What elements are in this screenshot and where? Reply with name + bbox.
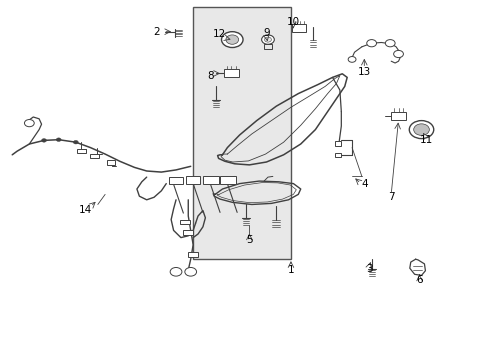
Bar: [106, 160, 115, 165]
Circle shape: [393, 50, 403, 58]
Circle shape: [184, 267, 196, 276]
Bar: [220, 176, 235, 184]
Circle shape: [261, 35, 274, 44]
Circle shape: [225, 35, 238, 44]
Text: 1: 1: [287, 265, 294, 275]
Circle shape: [221, 32, 243, 48]
Bar: [292, 24, 305, 32]
Bar: [203, 176, 218, 184]
Text: 13: 13: [357, 67, 370, 77]
Circle shape: [385, 40, 394, 47]
Circle shape: [170, 267, 182, 276]
Text: 9: 9: [263, 28, 269, 38]
Circle shape: [24, 120, 34, 127]
Circle shape: [56, 138, 61, 141]
Bar: [77, 149, 86, 153]
Bar: [168, 177, 183, 184]
Bar: [334, 141, 341, 146]
Circle shape: [41, 139, 46, 142]
Text: 10: 10: [286, 17, 299, 27]
Text: 3: 3: [365, 264, 372, 274]
Circle shape: [413, 124, 428, 135]
Bar: [390, 112, 405, 120]
Circle shape: [73, 140, 78, 144]
Bar: [224, 69, 238, 77]
Text: 6: 6: [415, 275, 422, 285]
Bar: [193, 7, 290, 259]
Bar: [90, 154, 99, 158]
Bar: [180, 220, 189, 224]
Text: 14: 14: [79, 204, 92, 215]
Text: 5: 5: [245, 235, 252, 246]
Circle shape: [366, 40, 376, 47]
Bar: [264, 44, 271, 49]
Circle shape: [408, 121, 433, 139]
Circle shape: [347, 57, 355, 62]
Text: 8: 8: [206, 71, 213, 81]
Text: 12: 12: [212, 29, 225, 39]
Circle shape: [264, 37, 271, 42]
Bar: [183, 230, 193, 235]
Text: 4: 4: [360, 179, 367, 189]
Text: 2: 2: [153, 27, 160, 37]
Bar: [334, 153, 341, 157]
Text: 7: 7: [387, 192, 394, 202]
Text: 11: 11: [419, 135, 433, 145]
Bar: [188, 252, 198, 257]
Bar: [185, 176, 200, 184]
